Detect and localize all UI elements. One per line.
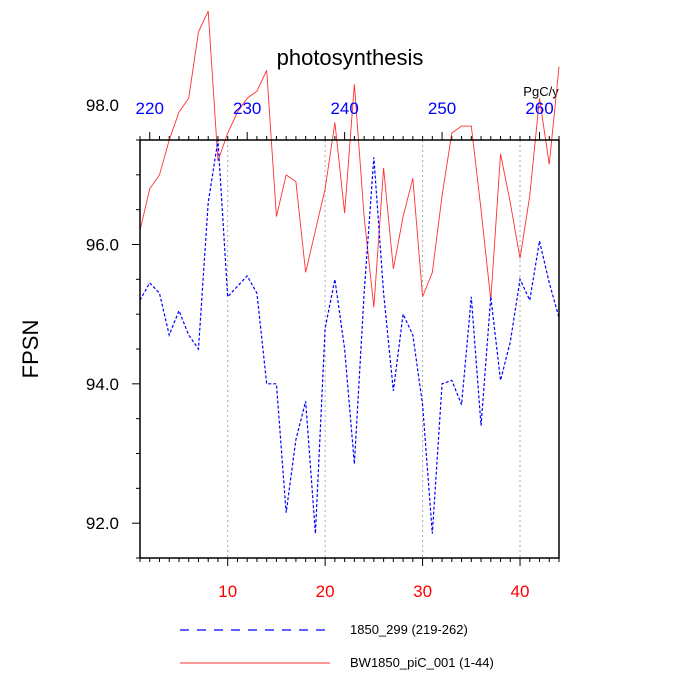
series-line-bw1850-picontrol	[139, 10, 560, 308]
x-top-tick-label-250: 250	[428, 99, 456, 118]
x-bottom-tick-label-30: 30	[413, 582, 432, 601]
plot-frame	[139, 139, 560, 559]
tick-labels: 10 20 30 40 220 230 240 250 260 92.0 94.0 96.0 98.0	[86, 96, 554, 601]
x-top-tick-label-220: 220	[136, 99, 164, 118]
legend-label-1850-299: 1850_299 (219-262)	[350, 622, 468, 637]
y-tick-label-92: 92.0	[86, 514, 119, 533]
x-bottom-tick-label-10: 10	[218, 582, 237, 601]
series-lines	[139, 10, 560, 534]
legend: 1850_299 (219-262) BW1850_piC_001 (1-44)	[180, 622, 494, 670]
x-top-tick-label-230: 230	[233, 99, 261, 118]
x-top-tick-label-240: 240	[330, 99, 358, 118]
y-tick-label-94: 94.0	[86, 375, 119, 394]
series-line-1850-299	[139, 139, 560, 534]
chart-title: photosynthesis	[277, 45, 424, 70]
x-top-tick-label-260: 260	[525, 99, 553, 118]
legend-label-bw1850-picontrol: BW1850_piC_001 (1-44)	[350, 655, 494, 670]
x-bottom-tick-label-20: 20	[316, 582, 335, 601]
gridlines	[227, 140, 521, 558]
units-label: PgC/y	[523, 84, 559, 99]
x-bottom-tick-label-40: 40	[511, 582, 530, 601]
y-tick-label-96: 96.0	[86, 236, 119, 255]
y-tick-label-98: 98.0	[86, 96, 119, 115]
y-axis-label: FPSN	[18, 320, 43, 379]
